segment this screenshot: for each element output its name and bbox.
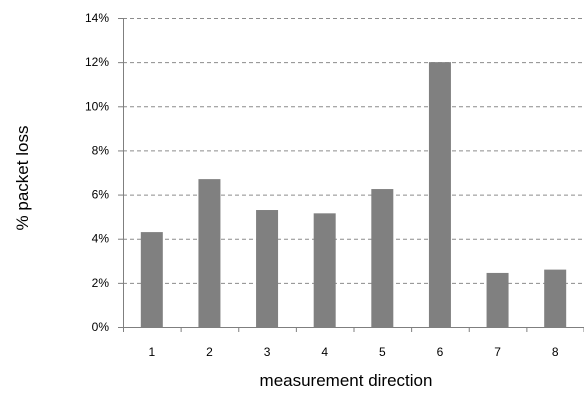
y-tick-label: 8%	[92, 143, 110, 157]
y-tick-labels: 0% 2% 4% 6% 8% 10% 12% 14%	[85, 11, 109, 334]
y-tick-label: 2%	[92, 276, 110, 290]
bar-5	[371, 189, 394, 327]
bar-4	[313, 213, 336, 327]
x-tick-label: 3	[264, 345, 271, 359]
y-tick-label: 6%	[92, 188, 110, 202]
y-tick-label: 4%	[92, 232, 110, 246]
bar-7	[486, 272, 509, 327]
bar-2	[198, 179, 221, 327]
x-tick-label: 6	[437, 345, 444, 359]
bar-1	[140, 232, 163, 327]
x-tick-label: 2	[206, 345, 213, 359]
bar-6	[428, 62, 451, 328]
x-axis-label: measurement direction	[260, 371, 433, 390]
axes	[118, 18, 584, 332]
x-tick-label: 8	[552, 345, 559, 359]
x-tick-label: 5	[379, 345, 386, 359]
y-tick-label: 0%	[92, 320, 110, 334]
y-tick-label: 12%	[85, 55, 109, 69]
bar-3	[256, 210, 279, 327]
y-tick-label: 14%	[85, 11, 109, 25]
x-tick-label: 4	[321, 345, 328, 359]
x-tick-label: 1	[148, 345, 155, 359]
gridlines	[123, 18, 584, 284]
y-axis-label: % packet loss	[13, 126, 32, 231]
bar-8	[544, 269, 567, 327]
y-tick-label: 10%	[85, 99, 109, 113]
x-tick-labels: 1 2 3 4 5 6 7 8	[148, 345, 558, 359]
bars	[140, 62, 567, 328]
x-tick-label: 7	[494, 345, 501, 359]
